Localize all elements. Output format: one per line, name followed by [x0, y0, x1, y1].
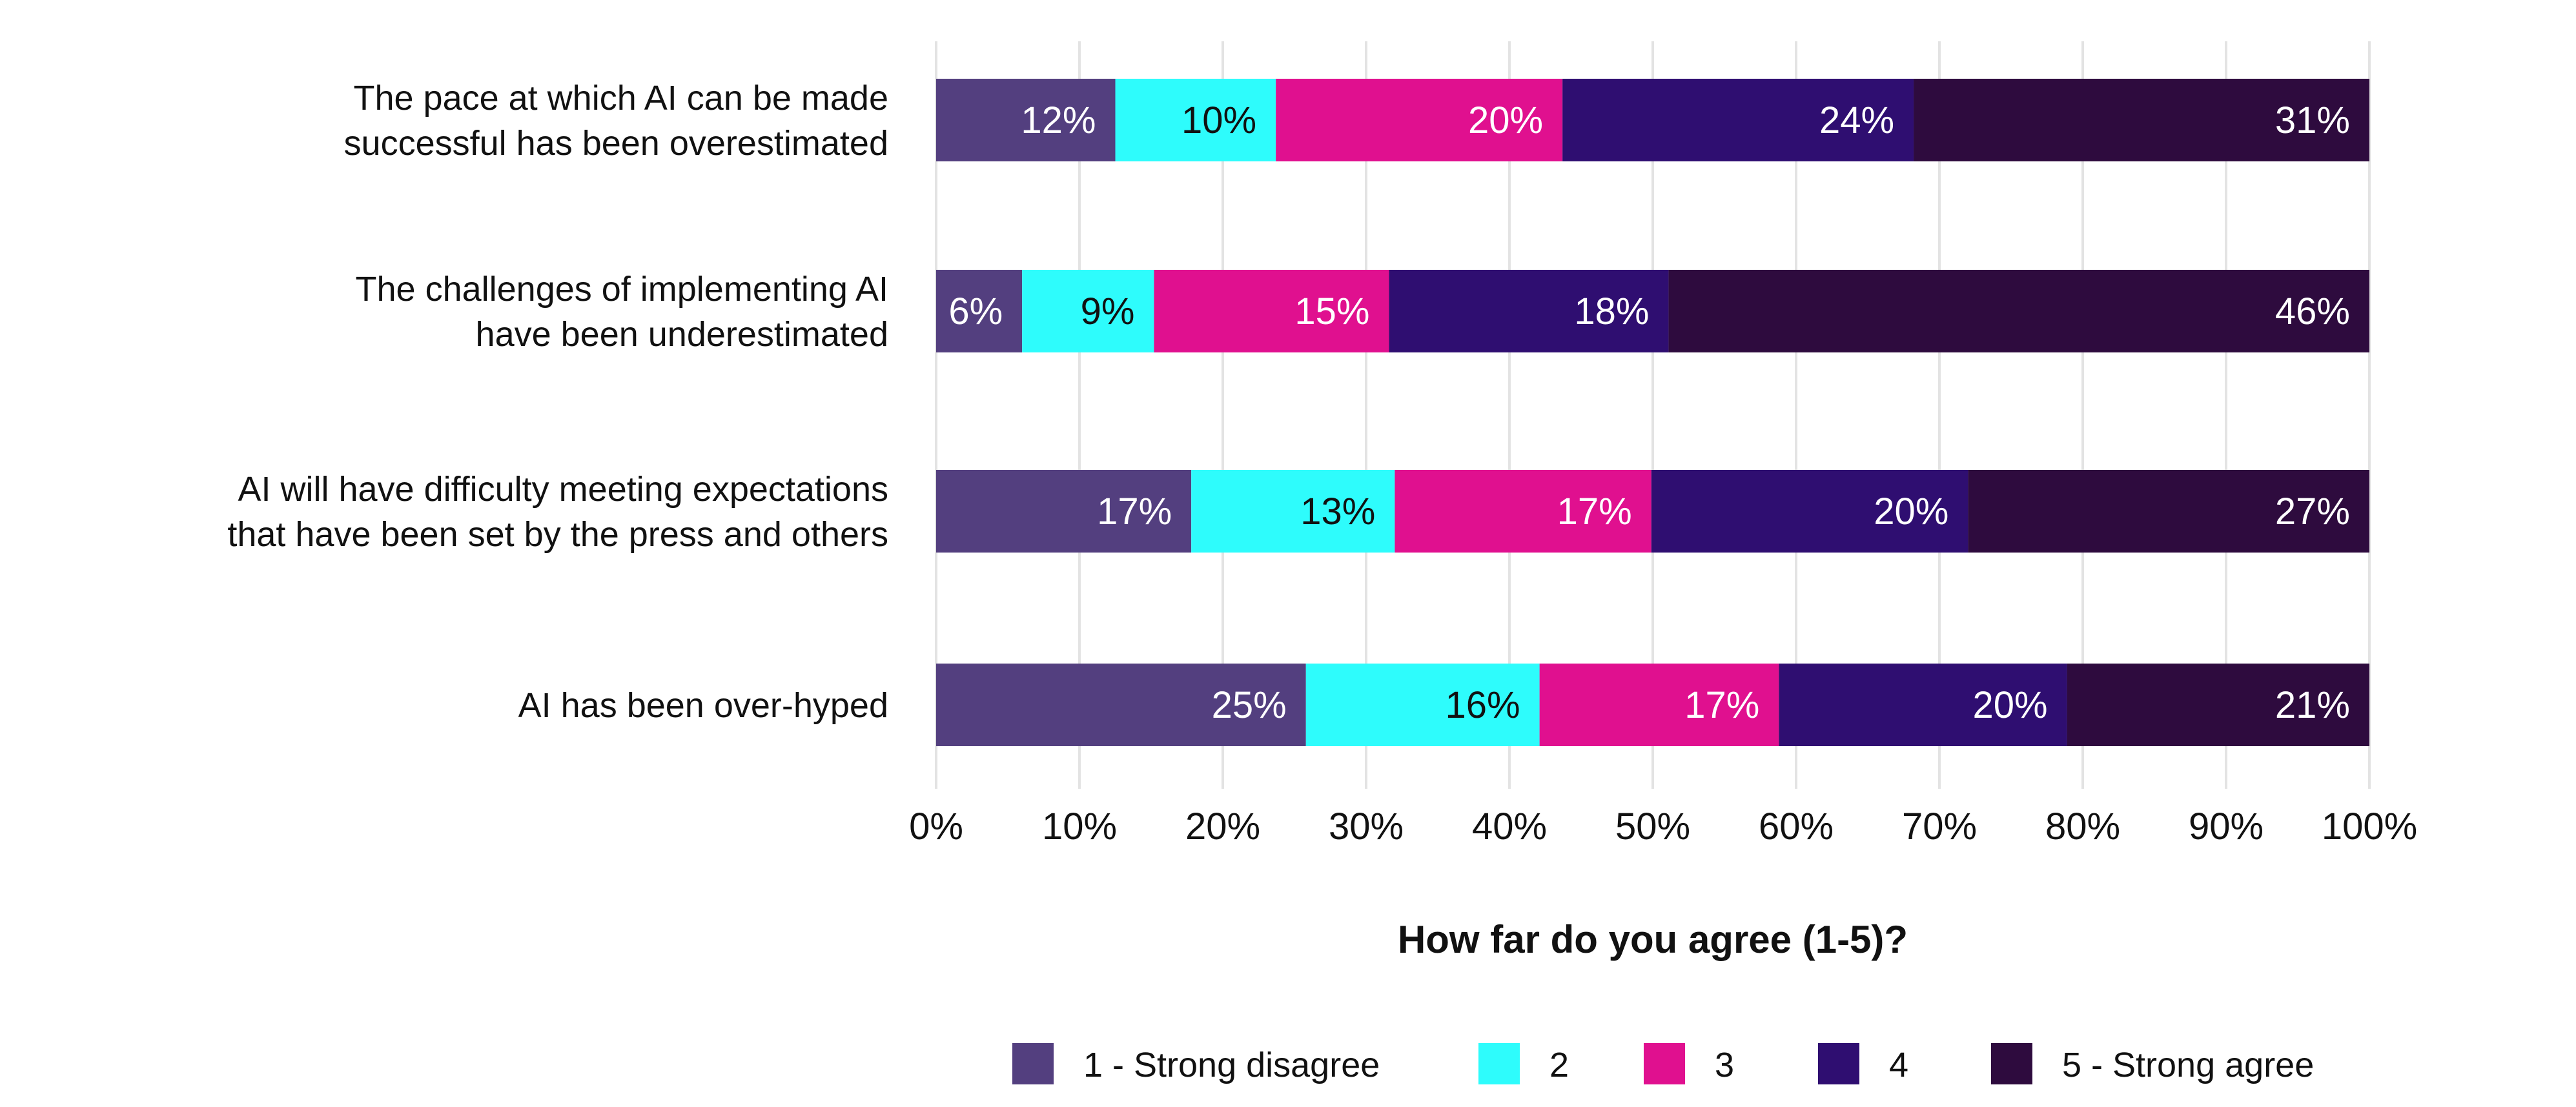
x-tick-label: 10%: [1042, 806, 1117, 848]
category-label: AI has been over-hyped: [518, 686, 888, 725]
legend-label: 5 - Strong agree: [2062, 1046, 2314, 1084]
bar-value-label: 21%: [2275, 684, 2350, 726]
bar-segment: [1389, 270, 1669, 352]
bar-value-label: 17%: [1097, 491, 1172, 533]
legend-label: 4: [1889, 1046, 1908, 1084]
bar-segment: [1968, 470, 2369, 553]
bar-value-label: 25%: [1212, 684, 1287, 726]
bar-segment: [1022, 270, 1154, 352]
bar-segment: [936, 470, 1192, 553]
legend-label: 3: [1715, 1046, 1734, 1084]
bar-segment: [1154, 270, 1389, 352]
x-tick-label: 100%: [2322, 806, 2417, 848]
bar-segment: [1914, 79, 2369, 161]
x-tick-label: 80%: [2045, 806, 2120, 848]
bar-segment: [1305, 664, 1540, 746]
bar-value-label: 6%: [948, 290, 1003, 332]
bar-value-label: 24%: [1819, 99, 1894, 141]
category-label: The pace at which AI can be made: [353, 79, 888, 117]
legend-swatch: [1818, 1043, 1859, 1084]
legend-label: 1 - Strong disagree: [1083, 1046, 1380, 1084]
x-tick-label: 30%: [1329, 806, 1404, 848]
bar-segment: [1779, 664, 2067, 746]
bar-segment: [1651, 470, 1968, 553]
bar-value-label: 20%: [1874, 491, 1948, 533]
bar-segment: [936, 664, 1306, 746]
bar-segment: [1395, 470, 1651, 553]
x-axis-title: How far do you agree (1-5)?: [1398, 918, 1908, 961]
bar-value-label: 10%: [1181, 99, 1256, 141]
bar-segment: [1539, 664, 1779, 746]
x-tick-label: 40%: [1472, 806, 1547, 848]
x-tick-label: 50%: [1615, 806, 1690, 848]
bar-segment: [1668, 270, 2369, 352]
x-tick-label: 90%: [2189, 806, 2264, 848]
x-tick-label: 20%: [1185, 806, 1260, 848]
bar-value-label: 17%: [1684, 684, 1759, 726]
bar-value-label: 17%: [1557, 491, 1632, 533]
legend-swatch: [1478, 1043, 1520, 1084]
bar-value-label: 20%: [1972, 684, 2047, 726]
category-label: have been underestimated: [476, 315, 888, 354]
bar-value-label: 27%: [2275, 491, 2350, 533]
legend-swatch: [1991, 1043, 2032, 1084]
x-tick-label: 70%: [1902, 806, 1977, 848]
bar-value-label: 15%: [1294, 290, 1369, 332]
bar-value-label: 13%: [1300, 491, 1375, 533]
bar-segment: [936, 270, 1023, 352]
legend-swatch: [1644, 1043, 1685, 1084]
bar-value-label: 31%: [2275, 99, 2350, 141]
bar-segment: [936, 79, 1116, 161]
bar-value-label: 20%: [1468, 99, 1543, 141]
x-tick-label: 0%: [909, 806, 963, 848]
bar-segment: [1115, 79, 1276, 161]
bar-value-label: 16%: [1446, 684, 1520, 726]
legend-label: 2: [1549, 1046, 1569, 1084]
category-label: AI will have difficulty meeting expectat…: [238, 470, 888, 509]
bar-segment: [1191, 470, 1395, 553]
category-label: successful has been overestimated: [344, 124, 888, 163]
bar-segment: [1276, 79, 1563, 161]
bar-segment: [2067, 664, 2369, 746]
x-tick-label: 60%: [1759, 806, 1834, 848]
category-label: The challenges of implementing AI: [356, 270, 888, 309]
category-label: that have been set by the press and othe…: [227, 515, 888, 554]
bar-value-label: 46%: [2275, 290, 2350, 332]
bar-value-label: 9%: [1081, 290, 1135, 332]
bar-segment: [1562, 79, 1914, 161]
bar-value-label: 18%: [1574, 290, 1649, 332]
bar-value-label: 12%: [1021, 99, 1096, 141]
legend-swatch: [1012, 1043, 1054, 1084]
